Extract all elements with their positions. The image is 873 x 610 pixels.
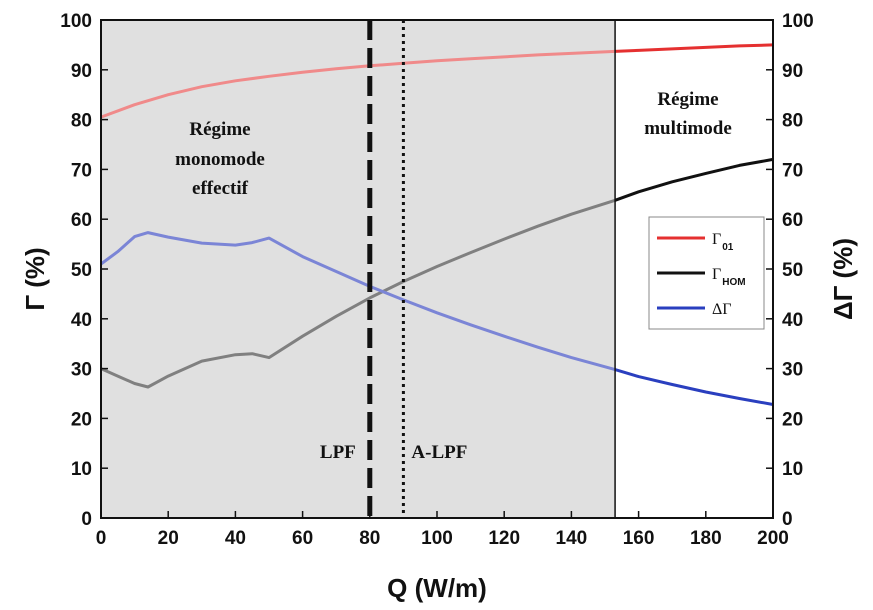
x-tick-label: 120 [488,528,520,549]
legend-label-subscript: 01 [722,242,734,253]
x-tick-label: 40 [225,528,246,549]
series-line-01-monomode [100,49,616,119]
vertical-markers: LPF A-LPF [320,20,616,518]
legend-label-subscript: HOM [722,277,745,288]
y-tick-label-right: 90 [782,61,803,82]
region-label-multimode-line: multimode [644,118,732,139]
x-tick-label: 140 [556,528,588,549]
region-label-monomode-line: monomode [175,149,265,170]
marker-label-lpf: LPF [320,442,356,463]
shaded-region-monomode [101,20,616,518]
y-tick-label-right: 20 [782,409,803,430]
region-labels: Régime monomode effectif Régime multimode [175,89,732,199]
y-tick-label-left: 60 [71,210,92,231]
y-tick-label-left: 0 [81,509,92,530]
y-tick-label-right: 100 [782,11,814,32]
series-line-01-multimode [615,43,774,53]
x-axis-title: Q (W/m) [387,573,487,603]
y-tick-label-left: 50 [71,260,92,281]
y-axis-title-left: Γ (%) [20,247,50,310]
x-tick-label: 0 [96,528,107,549]
y-axis-title-right: ΔΓ (%) [828,238,858,320]
ticks: 0 20 40 60 80 100 120 140 160 180 2000102030405060… [60,11,813,549]
y-tick-label-right: 60 [782,210,803,231]
y-tick-label-right: 30 [782,360,803,381]
y-tick-label-left: 10 [71,459,92,480]
y-tick-label-left: 100 [60,11,92,32]
y-tick-label-left: 40 [71,310,92,331]
y-tick-label-right: 50 [782,260,803,281]
y-tick-label-left: 90 [71,61,92,82]
x-tick-label: 200 [757,528,789,549]
series-line-hom-monomode [100,198,616,389]
series-line-s2-multimode [614,368,774,406]
y-tick-label-left: 30 [71,360,92,381]
region-label-multimode-line: Régime [657,89,718,110]
legend-label: ΔΓ [712,301,732,318]
x-tick-label: 100 [421,528,453,549]
x-tick-label: 80 [359,528,380,549]
y-tick-label-right: 70 [782,160,803,181]
region-label-monomode-line: Régime [189,119,250,140]
x-tick-label: 160 [623,528,655,549]
x-tick-label: 20 [158,528,179,549]
marker-label-a-lpf: A-LPF [411,442,467,463]
y-tick-label-left: 70 [71,160,92,181]
y-tick-label-right: 0 [782,509,793,530]
y-tick-label-left: 80 [71,111,92,132]
y-tick-label-right: 10 [782,459,803,480]
y-tick-label-right: 40 [782,310,803,331]
series-line-hom-multimode [614,157,774,202]
series-layer [100,43,774,406]
x-tick-label: 60 [292,528,313,549]
region-label-monomode-line: effectif [192,178,249,199]
y-tick-label-left: 20 [71,409,92,430]
y-tick-label-right: 80 [782,111,803,132]
x-tick-label: 180 [690,528,722,549]
series-line-s2-monomode [100,231,616,372]
